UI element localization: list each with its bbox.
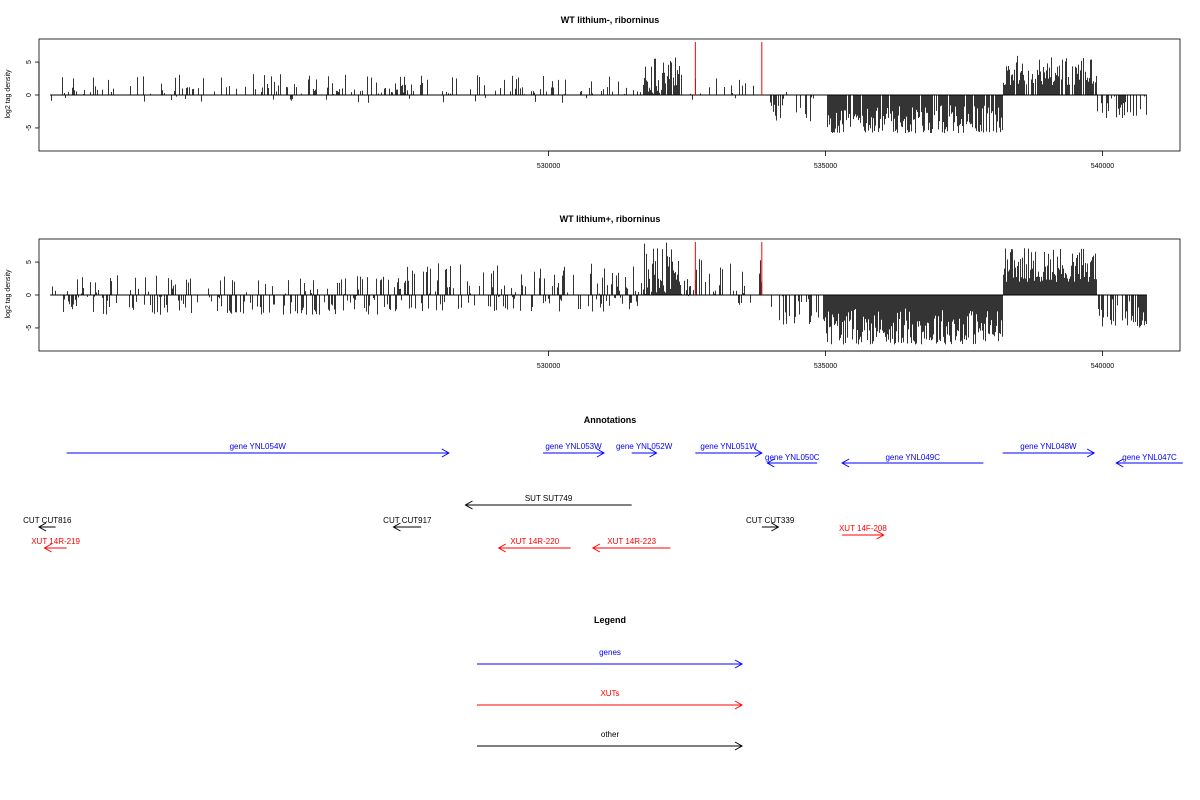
feature-arrow: CUT CUT816 bbox=[23, 516, 72, 532]
arrow-head bbox=[1115, 458, 1124, 468]
y-tick-label: 0 bbox=[26, 293, 33, 297]
marker-lines bbox=[694, 242, 763, 295]
arrow-head bbox=[734, 741, 744, 751]
legend-label: other bbox=[601, 730, 620, 739]
arrow-head bbox=[497, 543, 506, 553]
x-tick-label: 540000 bbox=[1091, 163, 1114, 170]
legend-title: Legend bbox=[594, 615, 626, 625]
annotations-track: Annotations gene YNL054W gene YNL053W gene… bbox=[23, 415, 1183, 553]
feature-label: gene YNL047C bbox=[1122, 453, 1177, 462]
panel-lithium-minus: WT lithium-, riborninus log2 tag density… bbox=[5, 15, 1181, 170]
legend: Legend genes XUTs other bbox=[477, 615, 744, 751]
feature-arrow: gene YNL049C bbox=[841, 453, 984, 468]
panel-lithium-plus: WT lithium+, riborninus log2 tag density… bbox=[5, 214, 1181, 370]
feature-label: gene YNL054W bbox=[230, 442, 287, 451]
arrow-head bbox=[649, 448, 658, 458]
y-axis-label: log2 tag density bbox=[5, 269, 12, 319]
feature-label: SUT SUT749 bbox=[525, 494, 573, 503]
feature-label: XUT 14F-208 bbox=[839, 524, 887, 533]
y-tick-label: 5 bbox=[26, 60, 33, 64]
feature-label: XUT 14R-223 bbox=[607, 537, 656, 546]
legend-items: genes XUTs other bbox=[477, 648, 744, 751]
feature-arrow: XUT 14R-223 bbox=[591, 537, 671, 553]
arrow-head bbox=[734, 659, 744, 669]
arrow-head bbox=[596, 448, 605, 458]
feature-arrow: gene YNL053W bbox=[543, 442, 605, 458]
y-tick-label: -5 bbox=[26, 125, 33, 131]
y-axis: 5 0 -5 bbox=[26, 60, 40, 131]
annotations-title: Annotations bbox=[584, 415, 637, 425]
x-tick-label: 535000 bbox=[814, 363, 837, 370]
legend-item: genes bbox=[477, 648, 744, 669]
arrow-head bbox=[43, 543, 52, 553]
arrow-head bbox=[392, 522, 401, 532]
feature-arrow: gene YNL054W bbox=[66, 442, 450, 458]
feature-list: gene YNL054W gene YNL053W gene YNL052W gene… bbox=[23, 442, 1183, 553]
feature-label: XUT 14R-219 bbox=[31, 537, 80, 546]
feature-arrow: gene YNL047C bbox=[1115, 453, 1183, 468]
feature-arrow: XUT 14R-220 bbox=[497, 537, 571, 553]
legend-label: genes bbox=[599, 648, 621, 657]
legend-item: other bbox=[477, 730, 744, 751]
feature-label: CUT CUT816 bbox=[23, 516, 72, 525]
x-axis: 530000 535000 540000 bbox=[537, 350, 1114, 370]
feature-label: gene YNL048W bbox=[1020, 442, 1077, 451]
y-axis-label: log2 tag density bbox=[5, 69, 12, 119]
feature-arrow: XUT 14F-208 bbox=[839, 524, 887, 540]
arrow-head bbox=[766, 458, 775, 468]
y-tick-label: -5 bbox=[26, 325, 33, 331]
arrow-head bbox=[734, 700, 744, 710]
arrow-head bbox=[464, 500, 473, 510]
y-tick-label: 0 bbox=[26, 93, 33, 97]
feature-label: gene YNL049C bbox=[885, 453, 940, 462]
panel-title: WT lithium-, riborninus bbox=[561, 15, 660, 25]
y-tick-label: 5 bbox=[26, 260, 33, 264]
feature-label: gene YNL050C bbox=[765, 453, 820, 462]
y-axis: 5 0 -5 bbox=[26, 260, 40, 331]
x-tick-label: 530000 bbox=[537, 163, 560, 170]
marker-lines bbox=[694, 42, 763, 95]
arrow-head bbox=[591, 543, 601, 553]
feature-label: gene YNL053W bbox=[545, 442, 602, 451]
x-tick-label: 540000 bbox=[1091, 363, 1114, 370]
feature-label: CUT CUT917 bbox=[383, 516, 432, 525]
feature-label: CUT CUT339 bbox=[746, 516, 795, 525]
arrow-head bbox=[441, 448, 450, 458]
x-tick-label: 530000 bbox=[537, 363, 560, 370]
feature-arrow: gene YNL050C bbox=[765, 453, 820, 468]
arrow-head bbox=[876, 530, 885, 540]
density-bars bbox=[51, 55, 1147, 134]
x-tick-label: 535000 bbox=[814, 163, 837, 170]
panel-title: WT lithium+, riborninus bbox=[560, 214, 661, 224]
feature-arrow: gene YNL052W bbox=[616, 442, 673, 458]
arrow-head bbox=[1086, 448, 1096, 458]
feature-arrow: gene YNL048W bbox=[1002, 442, 1096, 458]
density-bars bbox=[52, 242, 1147, 345]
legend-label: XUTs bbox=[600, 689, 619, 698]
legend-item: XUTs bbox=[477, 689, 744, 710]
feature-arrow: XUT 14R-219 bbox=[31, 537, 81, 553]
arrow-head bbox=[841, 458, 850, 468]
feature-label: gene YNL052W bbox=[616, 442, 673, 451]
arrow-head bbox=[754, 448, 763, 458]
feature-arrow: gene YNL051W bbox=[695, 442, 763, 458]
feature-label: XUT 14R-220 bbox=[510, 537, 559, 546]
x-axis: 530000 535000 540000 bbox=[537, 150, 1114, 170]
feature-arrow: SUT SUT749 bbox=[464, 494, 632, 510]
feature-label: gene YNL051W bbox=[700, 442, 757, 451]
arrow-head bbox=[37, 522, 47, 532]
feature-arrow: CUT CUT917 bbox=[383, 516, 432, 532]
arrow-head bbox=[771, 522, 780, 532]
feature-arrow: CUT CUT339 bbox=[746, 516, 795, 532]
